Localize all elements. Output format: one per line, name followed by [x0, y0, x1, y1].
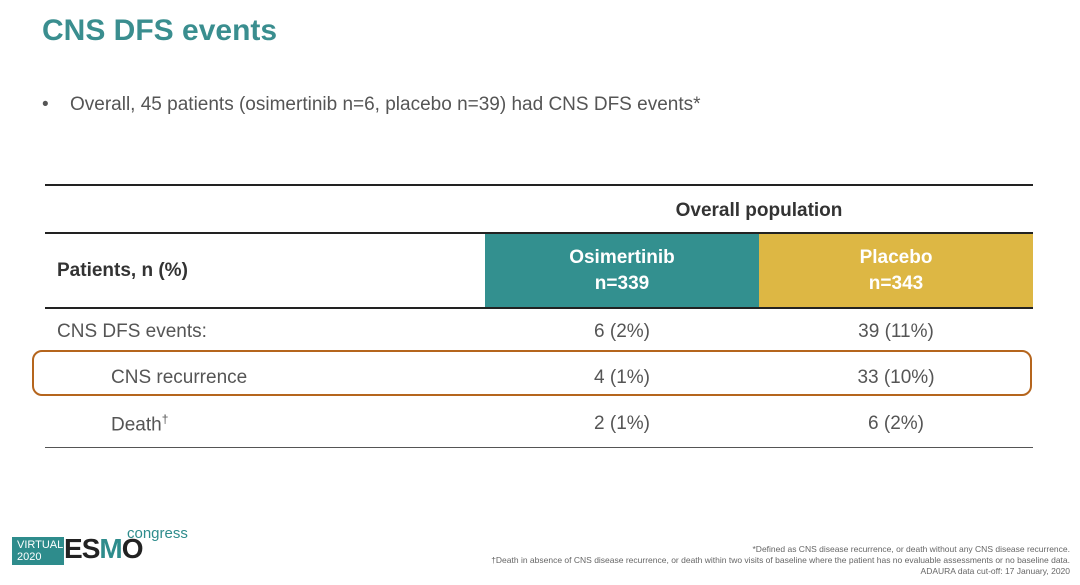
footnote: *Defined as CNS disease recurrence, or d…: [752, 544, 1071, 554]
footnotes: *Defined as CNS disease recurrence, or d…: [491, 544, 1070, 577]
footnote: ADAURA data cut-off: 17 January, 2020: [920, 566, 1070, 576]
virtual-2020-badge: VIRTUAL 2020: [12, 537, 64, 565]
esmo-logo: VIRTUAL 2020 ESMO congress: [12, 525, 202, 565]
osimertinib-value: 2 (1%): [594, 413, 650, 434]
table-row: Death† 2 (1%) 6 (2%): [45, 401, 1033, 447]
placebo-value: 6 (2%): [868, 413, 924, 434]
group-header: Overall population: [675, 200, 843, 221]
placebo-header: Placebo n=343: [759, 234, 1033, 307]
footnote: †Death in absence of CNS disease recurre…: [491, 555, 1070, 565]
table-row: CNS recurrence 4 (1%) 33 (10%): [45, 355, 1033, 401]
esmo-wordmark: ESMO: [64, 533, 144, 565]
results-table: Overall population Patients, n (%) Osime…: [45, 184, 1033, 448]
bullet-point: • Overall, 45 patients (osimertinib n=6,…: [42, 94, 701, 116]
row-header: Patients, n (%): [57, 259, 188, 281]
esmo-letter: O: [121, 533, 144, 564]
placebo-value: 33 (10%): [857, 367, 935, 388]
table-rule-header: [45, 307, 1033, 309]
slide-title: CNS DFS events: [42, 14, 278, 47]
row-label: Death†: [45, 412, 485, 436]
esmo-letter: E: [64, 533, 83, 564]
column-header-row: Patients, n (%) Osimertinib n=339 Placeb…: [45, 234, 1033, 307]
esmo-letter: M: [99, 533, 122, 564]
row-label-text: Death: [111, 414, 162, 436]
esmo-letter: S: [81, 533, 101, 564]
bullet-text: Overall, 45 patients (osimertinib n=6, p…: [70, 94, 701, 115]
dagger-mark: †: [161, 411, 169, 426]
table-rule-bottom: [45, 447, 1033, 448]
table-rule-mid: [45, 232, 1033, 234]
bullet-dot-icon: •: [42, 94, 49, 115]
osimertinib-value: 6 (2%): [594, 321, 650, 342]
osimertinib-header: Osimertinib n=339: [485, 234, 759, 307]
row-label: CNS DFS events:: [57, 321, 207, 342]
table-row: CNS DFS events: 6 (2%) 39 (11%): [45, 309, 1033, 355]
placebo-name: Placebo: [859, 246, 933, 268]
highlight-box: [32, 350, 1032, 396]
placebo-value: 39 (11%): [858, 321, 934, 342]
placebo-n: n=343: [868, 272, 924, 294]
osimertinib-value: 4 (1%): [594, 367, 650, 388]
row-label: CNS recurrence: [111, 367, 248, 388]
group-header-row: Overall population: [45, 186, 1033, 232]
osimertinib-name: Osimertinib: [569, 246, 675, 268]
osimertinib-n: n=339: [594, 272, 650, 294]
congress-label: congress: [127, 525, 188, 542]
table-rule-top: [45, 184, 1033, 186]
